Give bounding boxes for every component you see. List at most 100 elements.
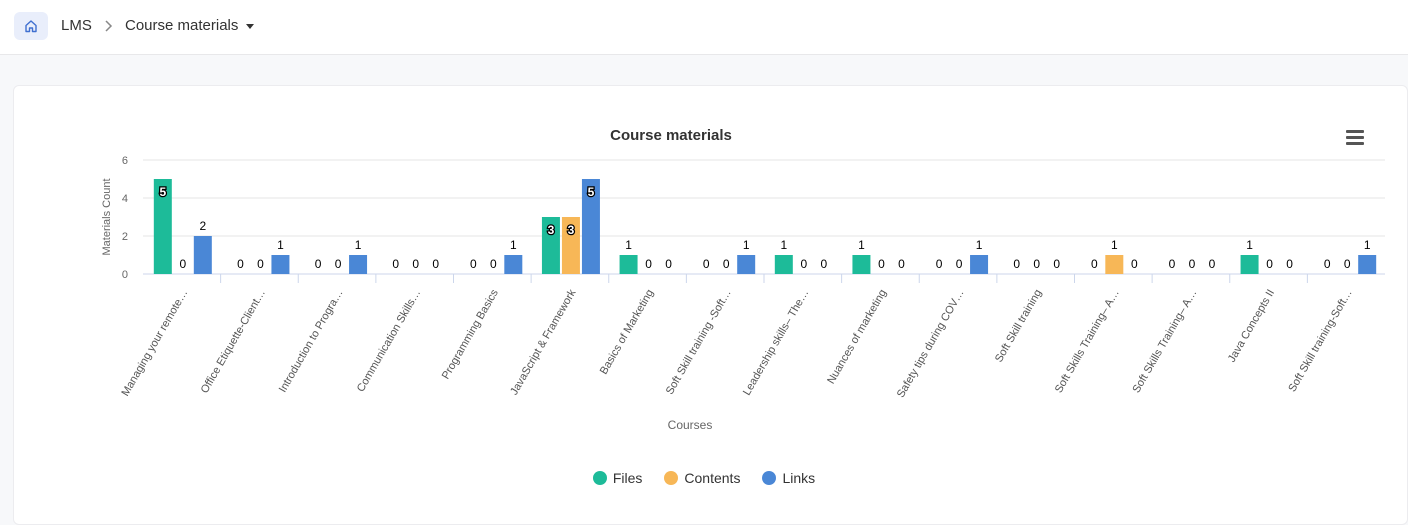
data-label: 0 bbox=[703, 257, 710, 271]
data-label: 0 bbox=[936, 257, 943, 271]
data-label: 0 bbox=[1131, 257, 1138, 271]
breadcrumb-lms-link[interactable]: LMS bbox=[61, 17, 92, 34]
x-tick-label: Soft Skill training -Soft… bbox=[664, 288, 734, 397]
data-label: 0 bbox=[179, 257, 186, 271]
data-label: 5 bbox=[159, 185, 166, 199]
data-label: 0 bbox=[1169, 257, 1176, 271]
data-label: 0 bbox=[490, 257, 497, 271]
data-label: 3 bbox=[568, 223, 575, 237]
x-tick-label: Soft Skills Training– A… bbox=[1053, 288, 1122, 396]
data-label: 1 bbox=[780, 238, 787, 252]
hamburger-icon-line bbox=[1346, 136, 1364, 139]
data-label: 1 bbox=[625, 238, 632, 252]
bar-contents bbox=[561, 217, 580, 274]
bar-files bbox=[774, 255, 793, 274]
y-tick-label: 2 bbox=[122, 231, 128, 243]
x-tick-label: Safety tips during COV… bbox=[895, 288, 967, 400]
data-label: 0 bbox=[723, 257, 730, 271]
hamburger-icon-line bbox=[1346, 142, 1364, 145]
home-icon bbox=[25, 20, 37, 33]
legend-item-links[interactable]: Links bbox=[762, 468, 815, 488]
data-label: 0 bbox=[1266, 257, 1273, 271]
data-label: 5 bbox=[588, 185, 595, 199]
top-bar: LMS Course materials bbox=[0, 0, 1408, 55]
x-tick-label: Soft Skills Training– A… bbox=[1130, 288, 1199, 396]
data-label: 0 bbox=[335, 257, 342, 271]
data-label: 0 bbox=[1209, 257, 1216, 271]
data-label: 1 bbox=[743, 238, 750, 252]
legend-dot-files bbox=[592, 471, 607, 485]
bar-links bbox=[349, 255, 368, 274]
chevron-right-icon bbox=[105, 20, 113, 32]
x-tick-label: Programming Basics bbox=[440, 287, 501, 381]
x-tick-label: Soft Skill training-Soft… bbox=[1286, 288, 1354, 395]
breadcrumb-current-dropdown[interactable]: Course materials bbox=[125, 17, 255, 34]
legend-label-links: Links bbox=[782, 470, 816, 486]
y-tick-label: 6 bbox=[122, 155, 128, 167]
data-label: 0 bbox=[1013, 257, 1020, 271]
data-label: 0 bbox=[392, 257, 399, 271]
data-label: 0 bbox=[412, 257, 419, 271]
chart-title: Course materials bbox=[610, 127, 732, 144]
chart-card bbox=[13, 85, 1408, 525]
bar-links bbox=[737, 255, 756, 274]
bar-links bbox=[271, 255, 290, 274]
data-label: 1 bbox=[355, 238, 362, 252]
x-tick-label: Managing your remote… bbox=[119, 288, 190, 399]
bar-files bbox=[153, 179, 172, 274]
x-axis-label: Courses bbox=[668, 418, 713, 432]
chart-legend: Files Contents Links bbox=[0, 468, 1408, 488]
data-label: 0 bbox=[1091, 257, 1098, 271]
data-label: 0 bbox=[257, 257, 264, 271]
x-tick-label: Nuances of marketing bbox=[825, 288, 889, 387]
legend-dot-links bbox=[762, 471, 777, 485]
y-tick-label: 0 bbox=[122, 269, 128, 281]
legend-label-contents: Contents bbox=[684, 470, 741, 486]
x-tick-label: Introduction to Progra… bbox=[277, 288, 346, 395]
data-label: 0 bbox=[1053, 257, 1060, 271]
x-tick-label: Soft Skill training bbox=[993, 288, 1044, 365]
data-label: 0 bbox=[432, 257, 439, 271]
data-label: 3 bbox=[548, 223, 555, 237]
x-tick-label: Communication Skills… bbox=[355, 288, 423, 395]
bar-links bbox=[1358, 255, 1377, 274]
data-label: 0 bbox=[1344, 257, 1351, 271]
y-tick-label: 4 bbox=[122, 193, 128, 205]
data-label: 0 bbox=[820, 257, 827, 271]
data-label: 0 bbox=[878, 257, 885, 271]
bar-links bbox=[581, 179, 600, 274]
data-label: 2 bbox=[199, 219, 206, 233]
data-label: 1 bbox=[1111, 238, 1118, 252]
hamburger-icon-line bbox=[1346, 130, 1364, 133]
data-label: 1 bbox=[510, 238, 517, 252]
bar-links bbox=[504, 255, 523, 274]
data-label: 0 bbox=[1189, 257, 1196, 271]
data-label: 0 bbox=[1286, 257, 1293, 271]
home-button[interactable] bbox=[14, 12, 48, 40]
y-axis-label: Materials Count bbox=[101, 178, 113, 255]
data-label: 0 bbox=[315, 257, 322, 271]
legend-label-files: Files bbox=[612, 470, 643, 486]
x-tick-label: Leadership skills– The… bbox=[741, 288, 812, 398]
bar-files bbox=[619, 255, 638, 274]
bar-files bbox=[1240, 255, 1259, 274]
data-label: 1 bbox=[277, 238, 284, 252]
data-label: 0 bbox=[1324, 257, 1331, 271]
legend-item-files[interactable]: Files bbox=[592, 468, 643, 488]
chart-menu-button[interactable] bbox=[1344, 128, 1366, 148]
data-label: 1 bbox=[976, 238, 983, 252]
bar-links bbox=[970, 255, 989, 274]
data-label: 0 bbox=[237, 257, 244, 271]
bar-files bbox=[852, 255, 871, 274]
data-label: 1 bbox=[1364, 238, 1371, 252]
bar-contents bbox=[1105, 255, 1124, 274]
caret-down-icon bbox=[246, 23, 255, 29]
legend-dot-contents bbox=[664, 471, 679, 485]
data-label: 0 bbox=[645, 257, 652, 271]
data-label: 0 bbox=[956, 257, 963, 271]
data-label: 0 bbox=[1033, 257, 1040, 271]
data-label: 0 bbox=[470, 257, 477, 271]
bar-files bbox=[541, 217, 560, 274]
legend-item-contents[interactable]: Contents bbox=[664, 468, 740, 488]
